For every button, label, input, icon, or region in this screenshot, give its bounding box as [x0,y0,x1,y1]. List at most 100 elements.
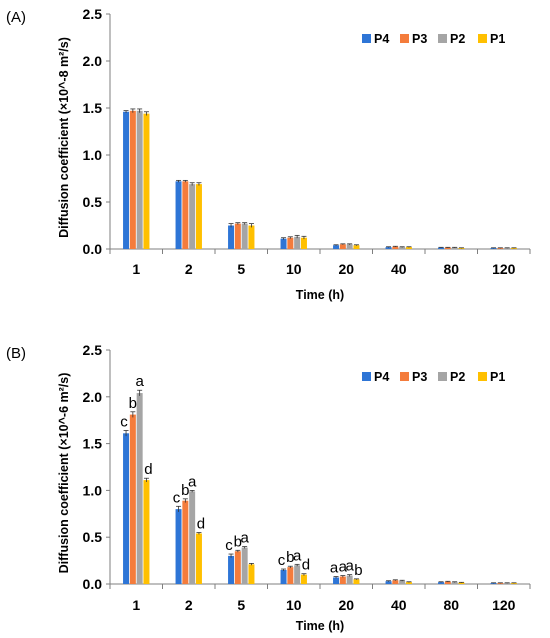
y-tick-label: 1.0 [83,482,103,498]
legend-swatch-p2 [438,34,447,43]
bar-p2 [136,110,143,249]
legend-label-p3: P3 [412,370,427,384]
bar-p4 [385,581,392,584]
bar-p2 [241,223,248,249]
legend-label-p1: P1 [490,32,505,46]
significance-letter: b [354,562,362,579]
y-tick-label: 0.5 [83,194,103,210]
bar-p3 [392,580,399,584]
bar-p4 [333,245,340,249]
bar-p3 [129,110,136,249]
significance-letter: d [302,557,310,574]
legend-label-p3: P3 [412,32,427,46]
significance-letter: b [129,395,137,412]
x-tick-label: 120 [492,597,516,613]
bar-p4 [490,248,497,249]
significance-letter: b [286,549,294,566]
bar-p3 [182,181,189,249]
significance-letter: a [293,547,302,564]
legend-label-p2: P2 [450,370,465,384]
bar-p4 [228,225,235,249]
bar-p1 [510,248,517,249]
bar-p3 [234,551,241,584]
y-tick-label: 2.0 [83,53,103,69]
bar-p1 [353,245,360,249]
y-tick-label: 2.0 [83,389,103,405]
x-tick-label: 5 [237,261,245,277]
bar-p1 [248,564,255,584]
bar-p3 [287,567,294,584]
x-tick-label: 2 [185,597,193,613]
bar-p2 [294,565,301,584]
bar-p3 [287,237,294,249]
bar-p2 [504,583,511,584]
bar-p4 [385,247,392,249]
legend-label-p4: P4 [374,32,389,46]
bar-p4 [490,583,497,584]
bar-p3 [392,246,399,249]
legend-swatch-p3 [400,34,409,43]
bar-p4 [438,247,445,249]
significance-letter: a [135,373,144,390]
bar-p1 [353,579,360,584]
bar-p3 [497,583,504,584]
bar-p3 [339,576,346,584]
y-tick-label: 1.5 [83,100,103,116]
bar-p3 [182,500,189,584]
bar-p1 [195,533,202,584]
bar-p4 [438,582,445,584]
legend-label-p4: P4 [374,370,389,384]
bar-p2 [346,244,353,249]
x-tick-label: 20 [338,597,354,613]
x-tick-label: 120 [492,261,516,277]
bar-p2 [294,236,301,249]
x-axis-title: Time (h) [296,288,344,302]
legend-swatch-p2 [438,372,447,381]
legend-swatch-p1 [478,34,487,43]
significance-letter: a [240,530,249,547]
bar-p2 [399,580,406,584]
bar-p4 [280,238,287,249]
bar-p1 [458,582,465,584]
y-axis-title: Diffusion coefficient (×10^-6 m²/s) [57,373,71,574]
bar-p4 [123,433,130,584]
y-axis-title: Diffusion coefficient (×10^-8 m²/s) [57,37,71,238]
y-tick-label: 0.5 [83,529,103,545]
x-tick-label: 80 [443,597,459,613]
x-tick-label: 2 [185,261,193,277]
significance-letter: c [225,537,233,554]
x-tick-label: 40 [391,261,407,277]
x-tick-label: 5 [237,597,245,613]
panel-label: (A) [6,9,26,26]
y-tick-label: 1.5 [83,436,103,452]
bar-p3 [497,248,504,249]
bar-p2 [504,248,511,249]
bar-p1 [510,583,517,584]
legend-label-p2: P2 [450,32,465,46]
significance-letter: a [345,558,354,575]
bar-p3 [129,414,136,584]
bar-p2 [451,247,458,249]
x-tick-label: 40 [391,597,407,613]
bar-p1 [405,582,412,584]
bar-p4 [333,577,340,584]
significance-letter: a [330,560,339,577]
bar-p1 [405,247,412,249]
bar-p2 [189,184,196,249]
significance-letter: b [181,482,189,499]
bar-p3 [234,223,241,249]
bar-p1 [195,184,202,249]
bar-p1 [143,480,150,584]
legend-swatch-p4 [362,34,371,43]
bar-p1 [248,225,255,249]
bar-p3 [444,581,451,584]
significance-letter: d [144,461,152,478]
significance-letter: a [188,473,197,490]
x-tick-label: 10 [286,261,302,277]
legend-swatch-p1 [478,372,487,381]
bar-p4 [175,509,182,584]
x-tick-label: 10 [286,597,302,613]
bar-p4 [228,555,235,584]
bar-p3 [444,247,451,249]
